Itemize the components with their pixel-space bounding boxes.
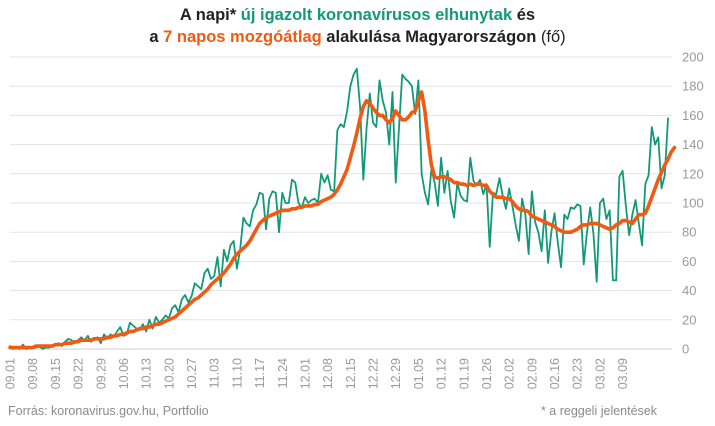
y-tick-label: 180 <box>682 79 704 94</box>
x-tick-label: 10.06 <box>117 358 131 389</box>
footnote: * a reggeli jelentések <box>540 404 657 418</box>
x-tick-label: 02.09 <box>525 358 539 389</box>
x-tick-label: 11.10 <box>230 358 244 388</box>
title-line-1: A napi* új igazolt koronavírusos elhunyt… <box>0 4 715 26</box>
x-tick-label: 10.27 <box>185 358 199 389</box>
x-tick-label: 09.29 <box>94 358 108 389</box>
x-tick-label: 11.17 <box>253 358 267 388</box>
x-tick-label: 12.01 <box>298 358 312 389</box>
x-tick-label: 02.16 <box>548 358 562 389</box>
chart-title: A napi* új igazolt koronavírusos elhunyt… <box>0 4 715 48</box>
x-tick-label: 12.22 <box>367 358 381 389</box>
y-tick-label: 60 <box>682 254 696 269</box>
gridlines <box>10 56 672 350</box>
y-tick-label: 80 <box>682 225 696 240</box>
x-tick-label: 12.08 <box>321 358 335 389</box>
x-tick-label: 09.15 <box>49 358 63 389</box>
title-part: alakulása Magyarországon <box>321 28 537 46</box>
x-tick-label: 09.08 <box>26 358 40 389</box>
x-tick-label: 10.13 <box>140 358 154 389</box>
series-lines <box>8 67 677 350</box>
x-tick-label: 01.26 <box>480 358 494 389</box>
series-line-avg <box>8 90 677 350</box>
x-tick-label: 12.29 <box>389 358 403 389</box>
title-highlight-average: 7 napos mozgóátlag <box>163 28 322 46</box>
y-tick-label: 200 <box>682 50 704 65</box>
title-unit: (fő) <box>536 28 566 46</box>
title-part: a <box>149 28 164 46</box>
source-note: Forrás: koronavirus.gov.hu, Portfolio <box>8 404 209 418</box>
y-tick-label: 160 <box>682 108 704 123</box>
y-tick-label: 100 <box>682 196 704 211</box>
series-line-daily <box>9 67 669 350</box>
title-line-2: a 7 napos mozgóátlag alakulása Magyarors… <box>0 26 715 48</box>
x-tick-label: 01.12 <box>435 358 449 389</box>
x-tick-label: 09.22 <box>72 358 86 389</box>
x-tick-label: 02.23 <box>571 358 585 389</box>
x-tick-label: 03.02 <box>593 358 607 389</box>
x-tick-label: 03.09 <box>616 358 630 389</box>
x-tick-label: 01.05 <box>412 358 426 389</box>
x-tick-label: 09.01 <box>4 358 18 389</box>
x-tick-label: 11.24 <box>276 358 290 388</box>
title-part: A napi* <box>179 6 241 24</box>
x-tick-label: 01.19 <box>457 358 471 389</box>
x-tick-label: 10.20 <box>162 358 176 389</box>
x-axis: 09.01 09.08 09.15 09.22 09.29 10.06 10.13 10.20… <box>4 358 631 389</box>
x-tick-label: 11.03 <box>208 358 222 388</box>
y-tick-label: 40 <box>682 283 696 298</box>
y-tick-label: 140 <box>682 137 704 152</box>
y-tick-label: 120 <box>682 166 704 181</box>
y-tick-label: 20 <box>682 312 696 327</box>
x-tick-label: 12.15 <box>344 358 358 389</box>
y-axis: 0 20 40 60 80 100 120 140 160 180 200 <box>682 50 704 357</box>
x-tick-label: 02.02 <box>503 358 517 389</box>
title-highlight-deaths: új igazolt koronavírusos elhunytak <box>240 6 513 24</box>
y-tick-label: 0 <box>682 342 689 357</box>
title-part: és <box>512 6 536 24</box>
